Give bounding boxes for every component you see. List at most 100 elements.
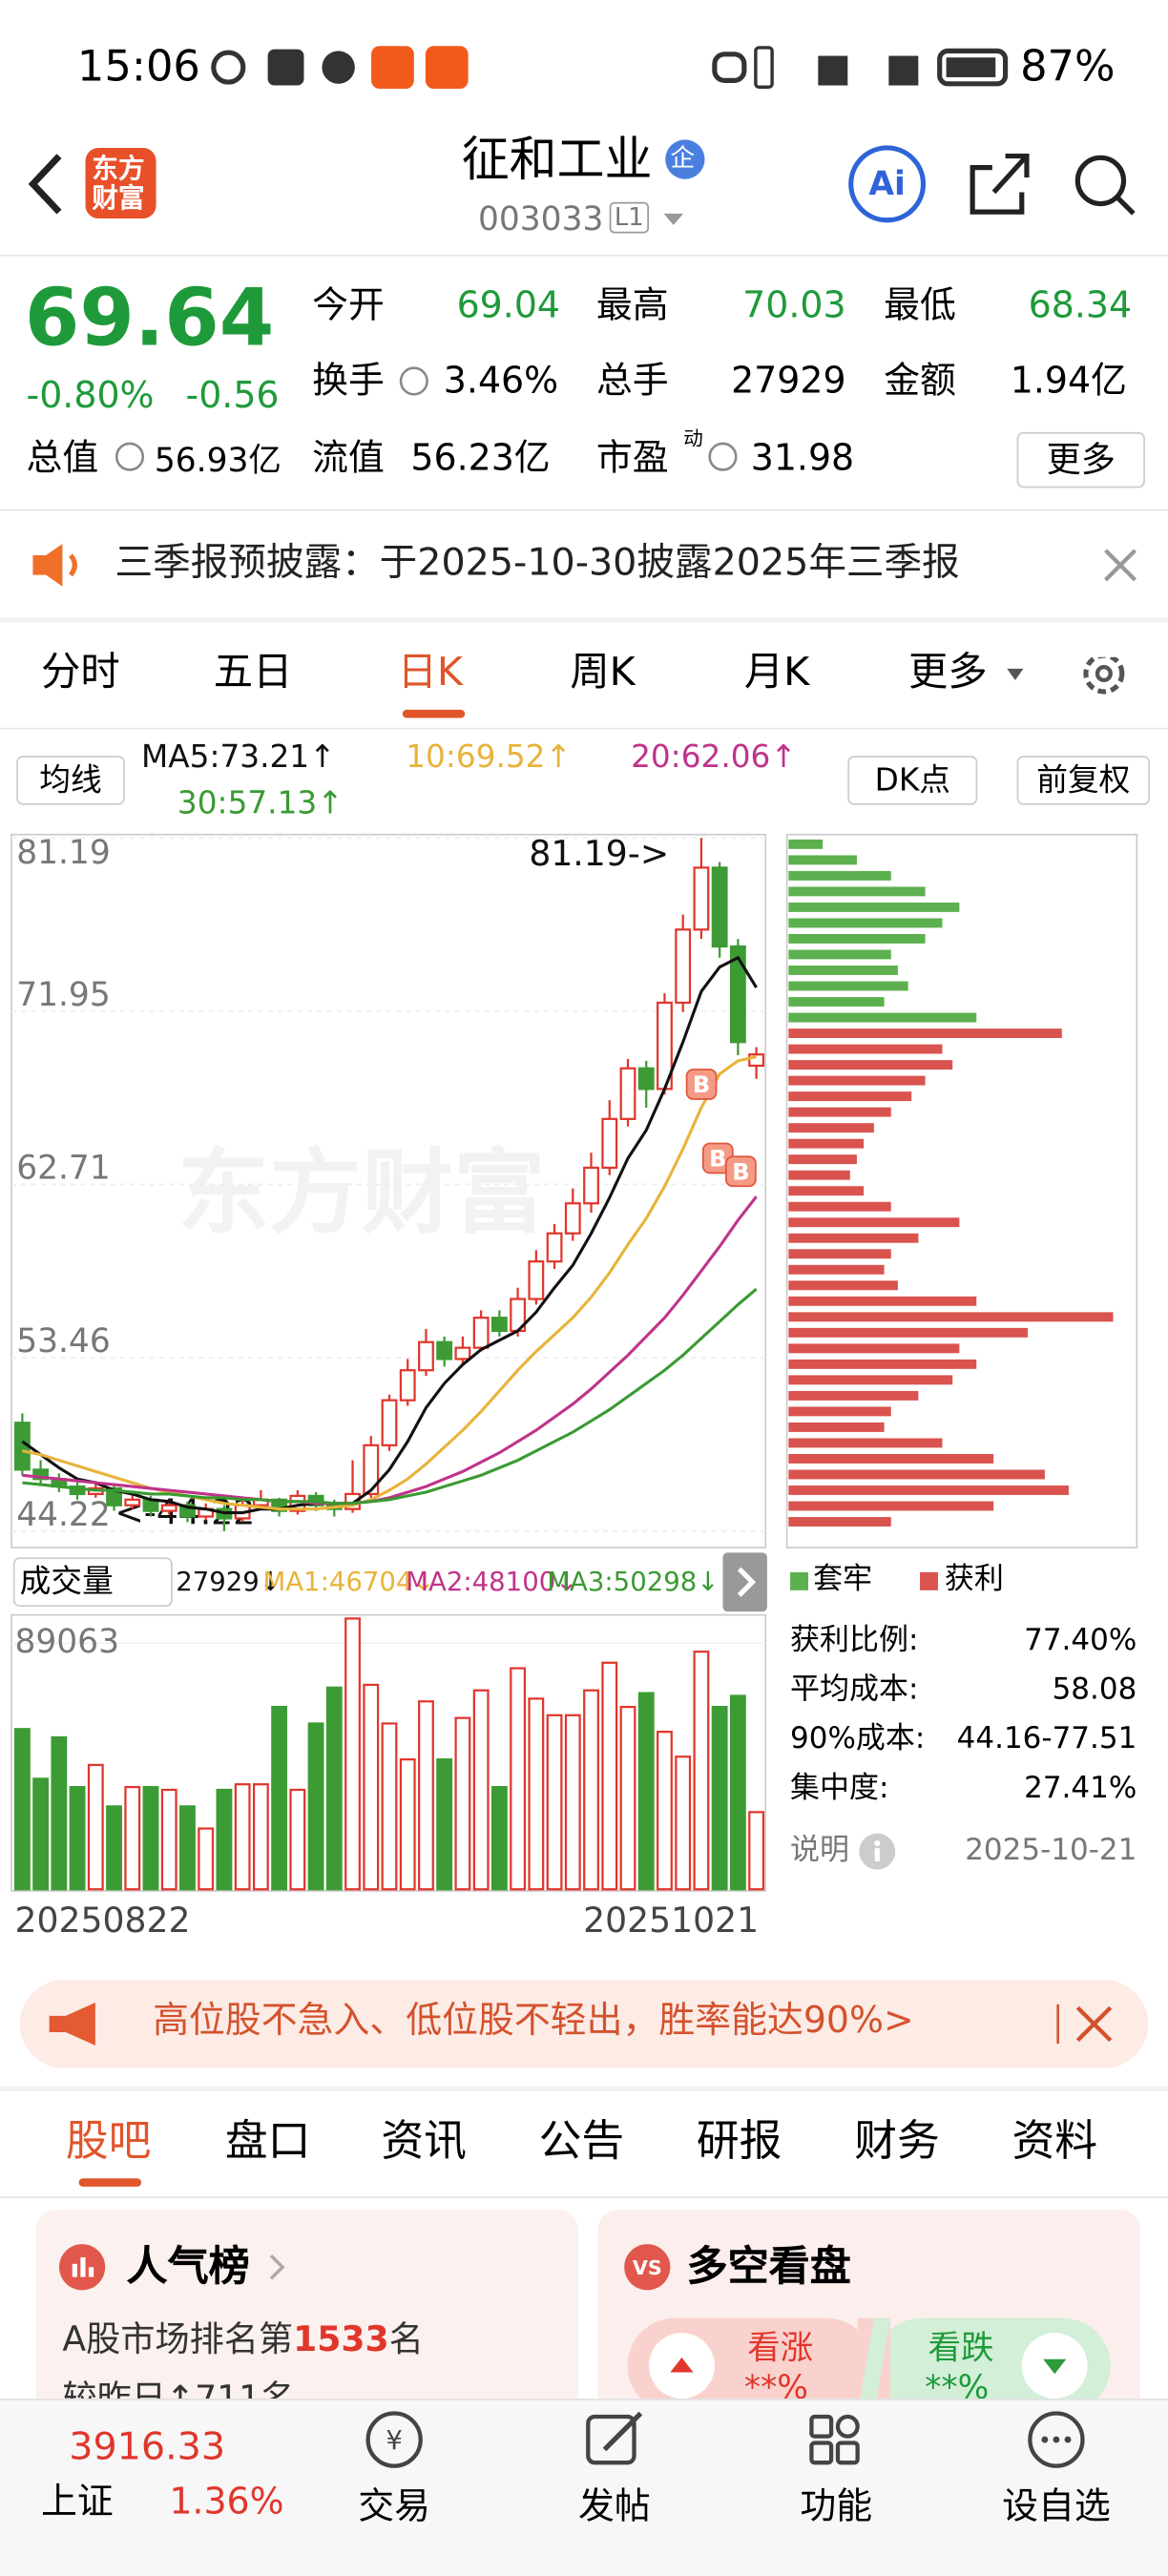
stat-label: 平均成本: <box>790 1672 919 1708</box>
chip-bar <box>788 1359 977 1369</box>
y-tick-label: 62.71 <box>16 1149 111 1187</box>
stat-value: 58.08 <box>1052 1672 1137 1708</box>
chip-bar <box>788 1138 865 1149</box>
chip-bar <box>788 1012 977 1023</box>
volume-bar <box>637 1692 655 1891</box>
volume-bar <box>142 1785 159 1891</box>
tab[interactable]: 资讯 <box>381 2117 467 2168</box>
candle-body <box>472 1317 490 1349</box>
chips-frame <box>785 833 1138 1548</box>
tab[interactable]: 分时 <box>41 649 120 696</box>
banner-close[interactable] <box>1054 2001 1120 2046</box>
banner[interactable] <box>19 1979 1149 2068</box>
field-label: 最高 <box>595 285 669 327</box>
candle-body <box>637 1067 655 1091</box>
vol-legend: MA3:50298↓ <box>547 1566 720 1597</box>
ma-line <box>22 1287 758 1506</box>
tab[interactable]: 月K <box>743 649 810 696</box>
candle-body <box>32 1468 50 1481</box>
nav-item[interactable]: 功能 <box>800 2487 873 2529</box>
banner-text: 高位股不急入、低位股不轻出，胜率能达90%> <box>153 2001 914 2043</box>
tab[interactable]: 研报 <box>696 2117 782 2168</box>
nav-item[interactable]: 发帖 <box>577 2487 651 2529</box>
chips-note[interactable]: 说明 <box>790 1833 850 1868</box>
watermark: 东方财富 <box>177 1139 546 1246</box>
volume-bar <box>307 1722 324 1891</box>
chip-bar <box>788 1075 926 1086</box>
more-button[interactable]: 更多 <box>1016 431 1145 488</box>
ma-selector[interactable]: 均线 <box>16 756 125 805</box>
sentiment-pill <box>627 2317 1111 2414</box>
chip-bar <box>788 1296 977 1306</box>
tab[interactable]: 公告 <box>538 2117 625 2168</box>
volume-bar <box>87 1763 104 1891</box>
volume-bar <box>693 1651 710 1891</box>
change-pct: -0.80% <box>26 376 155 418</box>
index-value: 3916.33 <box>69 2426 226 2470</box>
chevron <box>269 2254 285 2280</box>
down-label: 看跌 <box>928 2327 994 2368</box>
chip-bar <box>788 1469 1045 1480</box>
rank-prefix: A股市场排名第 <box>62 2319 294 2359</box>
nav-item[interactable]: 交易 <box>358 2487 431 2529</box>
candle-body <box>748 1053 765 1068</box>
candle-body <box>418 1340 434 1372</box>
expand-button[interactable] <box>722 1552 767 1612</box>
adjust-button[interactable]: 前复权 <box>1016 756 1151 805</box>
tab[interactable]: 资料 <box>1012 2117 1098 2168</box>
field-label: 流值 <box>312 438 385 480</box>
volume-selector[interactable]: 成交量 <box>12 1557 173 1608</box>
nav-icons: ¥ <box>365 2411 1085 2468</box>
trade-mark: B <box>709 1146 726 1173</box>
chips-legend: 获利 <box>944 1562 1004 1597</box>
share-button[interactable] <box>970 154 1030 215</box>
tab[interactable]: 更多 <box>908 649 988 696</box>
kline-chart: 东方财富 81.19-> <-44.22 81.1971.9562.7153.4… <box>10 833 1138 1892</box>
tab[interactable]: 盘口 <box>224 2117 311 2168</box>
chip-bar <box>788 1060 953 1070</box>
field-label: 今开 <box>312 285 385 327</box>
chip-bar <box>788 886 926 897</box>
tab[interactable]: 五日 <box>213 649 293 696</box>
chip-bar <box>788 918 943 928</box>
pe-mark: 动 <box>683 426 703 450</box>
candle-body <box>106 1486 122 1506</box>
chip-bar <box>788 1422 885 1432</box>
field-label: 市盈 <box>595 438 669 480</box>
stat-label: 90%成本: <box>790 1721 926 1756</box>
close-notice[interactable] <box>1100 546 1139 585</box>
chip-bar <box>788 1233 919 1243</box>
tab[interactable]: 周K <box>570 649 636 696</box>
dk-button[interactable]: DK点 <box>847 756 978 805</box>
tab[interactable]: 财务 <box>854 2117 940 2168</box>
chip-bar <box>788 1375 953 1385</box>
candle-body <box>490 1317 508 1333</box>
ai-button[interactable] <box>848 145 927 223</box>
stock-title: 征和工业 <box>461 131 653 188</box>
nav-item[interactable]: 设自选 <box>1002 2487 1111 2529</box>
candle-body <box>271 1498 288 1512</box>
volume-bar <box>179 1805 196 1891</box>
chip-bar <box>788 1186 865 1196</box>
volume-bar <box>601 1661 618 1891</box>
back-button[interactable] <box>28 154 62 215</box>
y-tick-label: 71.95 <box>16 976 111 1014</box>
search-button[interactable] <box>1074 155 1127 207</box>
rank: 1533 <box>293 2319 389 2359</box>
high-note: 81.19-> <box>529 833 669 874</box>
chip-bar <box>788 1312 1114 1322</box>
volume-bar <box>472 1689 490 1891</box>
svg-text:¥: ¥ <box>386 2425 403 2456</box>
tab-active[interactable]: 日K <box>397 649 464 696</box>
volume-bar <box>399 1758 416 1891</box>
volume-bar <box>325 1686 343 1891</box>
ma-legend: MA5:73.21↑ <box>141 738 336 776</box>
notice-text: 三季报预披露：于2025-10-30披露2025年三季报 <box>115 542 960 586</box>
chip-bar <box>788 1438 943 1448</box>
volume-frame <box>10 1613 767 1892</box>
trade-mark: B <box>732 1158 749 1185</box>
field-label: 换手 <box>312 361 385 403</box>
tab-active[interactable]: 股吧 <box>65 2117 152 2168</box>
index-change: 1.36% <box>169 2482 284 2524</box>
chip-bar <box>788 1517 891 1527</box>
